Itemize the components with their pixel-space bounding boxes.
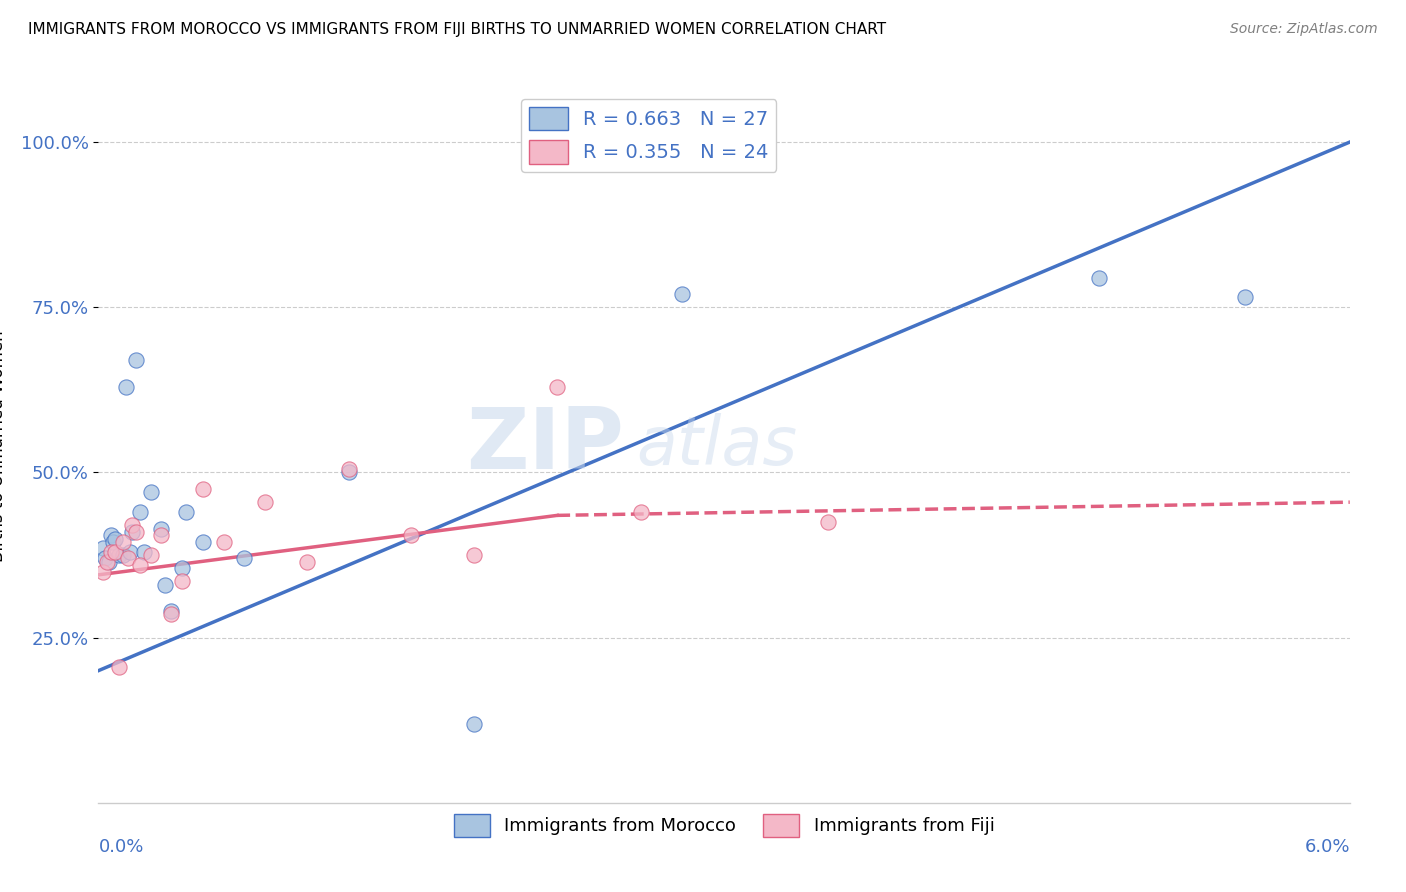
Point [463, 548, 485, 562]
Text: ZIP: ZIP [467, 404, 624, 488]
Point [337, 462, 360, 476]
Point [97, 555, 120, 569]
Point [117, 551, 139, 566]
Point [170, 574, 193, 589]
Text: atlas: atlas [637, 413, 797, 479]
Point [139, 485, 162, 500]
Point [100, 545, 122, 559]
Point [129, 505, 152, 519]
Point [139, 548, 162, 562]
Point [817, 515, 839, 529]
Point [546, 379, 568, 393]
Point [212, 534, 235, 549]
Point [170, 561, 193, 575]
Point [295, 555, 318, 569]
Point [101, 534, 124, 549]
Point [118, 545, 141, 559]
Text: IMMIGRANTS FROM MOROCCO VS IMMIGRANTS FROM FIJI BIRTHS TO UNMARRIED WOMEN CORREL: IMMIGRANTS FROM MOROCCO VS IMMIGRANTS FR… [28, 22, 886, 37]
Point [100, 528, 122, 542]
Text: 0.0%: 0.0% [98, 838, 143, 855]
Point [134, 545, 156, 559]
Point [91, 565, 114, 579]
Point [630, 505, 652, 519]
Point [150, 522, 173, 536]
Y-axis label: Births to Unmarried Women: Births to Unmarried Women [0, 330, 7, 562]
Point [93, 551, 115, 566]
Point [125, 353, 148, 368]
Point [125, 524, 148, 539]
Legend: Immigrants from Morocco, Immigrants from Fiji: Immigrants from Morocco, Immigrants from… [446, 807, 1002, 844]
Point [160, 607, 183, 622]
Point [174, 505, 197, 519]
Point [129, 558, 152, 572]
Point [108, 548, 131, 562]
Point [463, 716, 485, 731]
Point [671, 287, 693, 301]
Point [112, 548, 135, 562]
Point [337, 466, 360, 480]
Point [121, 524, 143, 539]
Point [96, 555, 118, 569]
Point [254, 495, 277, 509]
Point [1088, 270, 1111, 285]
Point [121, 518, 143, 533]
Point [104, 532, 127, 546]
Text: Source: ZipAtlas.com: Source: ZipAtlas.com [1230, 22, 1378, 37]
Point [112, 534, 135, 549]
Point [160, 604, 183, 618]
Point [233, 551, 256, 566]
Point [114, 379, 136, 393]
Point [1234, 290, 1257, 304]
Point [191, 482, 214, 496]
Point [104, 545, 127, 559]
Point [401, 528, 423, 542]
Point [150, 528, 173, 542]
Point [191, 534, 214, 549]
Point [108, 660, 131, 674]
Point [153, 578, 176, 592]
Text: 6.0%: 6.0% [1305, 838, 1350, 855]
Point [91, 541, 114, 556]
